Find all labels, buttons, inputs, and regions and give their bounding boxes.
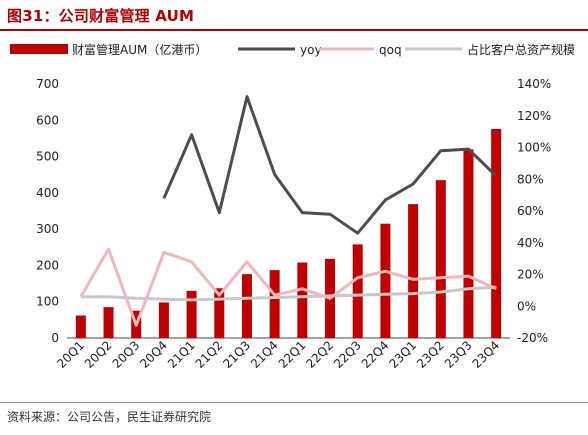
line-share <box>80 285 497 302</box>
bar-aum <box>297 262 308 338</box>
title-rule <box>0 29 588 31</box>
x-tick-label: 21Q4 <box>248 338 281 371</box>
x-tick-label: 20Q3 <box>110 338 143 371</box>
legend: 财富管理AUM（亿港币） yoy qoq 占比客户总资产规模 <box>10 42 575 57</box>
bar-aum <box>463 149 474 338</box>
legend-label-share: 占比客户总资产规模 <box>467 42 575 57</box>
y-left-tick-label: 200 <box>36 258 59 272</box>
bar-aum <box>214 288 225 338</box>
y-right-tick-label: 0% <box>517 299 536 313</box>
x-tick-label: 23Q3 <box>442 338 475 371</box>
x-axis-ticks: 20Q120Q220Q320Q421Q121Q221Q321Q422Q122Q2… <box>54 338 502 371</box>
x-tick-label: 23Q2 <box>414 338 447 371</box>
x-tick-label: 22Q4 <box>359 338 392 371</box>
y-right-tick-label: 20% <box>517 268 544 282</box>
y-left-tick-label: 500 <box>36 150 59 164</box>
source-note: 资料来源：公司公告，民生证券研究院 <box>7 410 212 424</box>
footer-rule <box>0 402 588 403</box>
y-left-tick-label: 0 <box>51 331 59 345</box>
line-series <box>79 95 498 327</box>
y-right-tick-label: 120% <box>517 109 551 123</box>
bar-aum <box>241 274 252 338</box>
y-right-tick-label: 80% <box>517 172 544 186</box>
line-yoy <box>162 95 498 235</box>
page-title: 图31：公司财富管理 AUM <box>7 7 195 25</box>
x-tick-label: 22Q1 <box>276 338 309 371</box>
x-tick-label: 20Q2 <box>82 338 115 371</box>
legend-label-qoq: qoq <box>379 43 402 57</box>
y-left-tick-label: 100 <box>36 295 59 309</box>
y-axis-right: -20% 0% 20% 40% 60% 80% 100% 120% 140% <box>517 77 551 345</box>
bar-aum <box>435 180 446 338</box>
bar-aum <box>103 307 114 338</box>
bar-aum <box>186 290 197 338</box>
x-tick-label: 22Q3 <box>331 338 364 371</box>
bar-aum <box>408 204 419 338</box>
bar-aum <box>352 244 363 338</box>
x-tick-label: 20Q1 <box>54 338 87 371</box>
x-tick-label: 20Q4 <box>137 338 170 371</box>
bar-aum <box>158 302 169 338</box>
y-right-tick-label: -20% <box>517 331 548 345</box>
y-left-tick-label: 700 <box>36 77 59 91</box>
bar-aum <box>269 270 280 338</box>
x-tick-label: 21Q2 <box>193 338 226 371</box>
x-tick-label: 21Q1 <box>165 338 198 371</box>
y-axis-left: 0 100 200 300 400 500 600 700 <box>36 77 59 345</box>
bar-aum <box>75 315 86 338</box>
y-left-tick-label: 400 <box>36 186 59 200</box>
y-right-tick-label: 60% <box>517 204 544 218</box>
bar-aum <box>491 128 502 338</box>
bar-series <box>75 128 502 338</box>
legend-label-aum: 财富管理AUM（亿港币） <box>72 42 207 57</box>
y-right-tick-label: 140% <box>517 77 551 91</box>
x-tick-label: 23Q4 <box>469 338 502 371</box>
legend-swatch-aum <box>10 44 68 54</box>
x-tick-label: 23Q1 <box>386 338 419 371</box>
bar-aum <box>380 223 391 338</box>
x-tick-label: 21Q3 <box>220 338 253 371</box>
y-left-tick-label: 300 <box>36 222 59 236</box>
y-right-tick-label: 100% <box>517 141 551 155</box>
y-left-tick-label: 600 <box>36 113 59 127</box>
legend-label-yoy: yoy <box>300 43 322 57</box>
y-right-tick-label: 40% <box>517 236 544 250</box>
line-qoq <box>79 247 497 327</box>
x-tick-label: 22Q2 <box>303 338 336 371</box>
aum-chart: 财富管理AUM（亿港币） yoy qoq 占比客户总资产规模 0 100 200 30… <box>10 42 575 371</box>
